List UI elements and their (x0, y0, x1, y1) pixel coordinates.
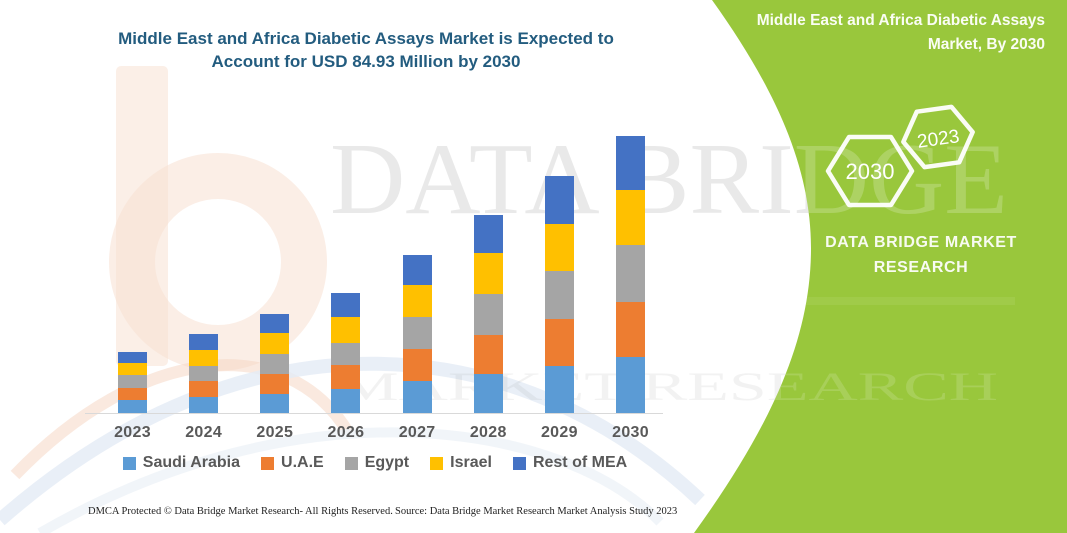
footer-source: Source: Data Bridge Market Research Mark… (395, 506, 678, 517)
watermark-blue-arc-1 (0, 356, 705, 526)
legend-swatch-u-a-e (261, 456, 275, 470)
hexagon-2030-label: 2030 (846, 159, 895, 184)
side-panel-title-line1: Middle East and Africa Diabetic Assays (756, 12, 1045, 29)
bar-segment-egypt-2026 (331, 342, 361, 366)
footer-dmca: DMCA Protected © Data Bridge Market Rese… (88, 506, 393, 517)
legend-item-u-a-e: U.A.E (261, 454, 324, 472)
bar-segment-egypt-2023 (118, 375, 147, 389)
bar-segment-saudi-arabia-2030 (616, 356, 646, 413)
legend-label-saudi-arabia: Saudi Arabia (142, 454, 241, 471)
watermark-blue-arc-2 (37, 427, 664, 533)
bar-segment-saudi-arabia-2026 (331, 389, 361, 413)
legend: Saudi Arabia U.A.E Egypt Israel Rest of MEA (85, 454, 665, 472)
watermark-stripe (755, 297, 1015, 305)
bar-segment-u-a-e-2027 (402, 348, 432, 382)
bar-segment-saudi-arabia-2028 (473, 374, 503, 413)
x-label-2027: 2027 (398, 424, 436, 441)
bar-segment-egypt-2024 (189, 366, 219, 382)
brand-line2: RESEARCH (873, 259, 969, 276)
bar-segment-israel-2027 (402, 285, 432, 318)
bar-segment-u-a-e-2030 (616, 301, 646, 357)
bar-segment-saudi-arabia-2027 (402, 381, 432, 413)
bar-segment-egypt-2030 (616, 245, 646, 302)
bar-segment-rest-of-mea-2025 (260, 313, 290, 334)
x-label-2025: 2025 (256, 424, 294, 441)
bar-segment-egypt-2025 (260, 354, 290, 374)
bar-segment-u-a-e-2024 (189, 381, 219, 398)
legend-item-egypt: Egypt (344, 454, 410, 472)
bar-segment-u-a-e-2026 (331, 365, 361, 390)
x-label-2030: 2030 (612, 424, 649, 441)
bar-segment-rest-of-mea-2024 (189, 334, 219, 350)
bar-2024 (189, 334, 219, 413)
bar-segment-israel-2023 (118, 363, 147, 376)
bar-segment-israel-2030 (616, 189, 646, 246)
bar-segment-saudi-arabia-2025 (260, 393, 290, 413)
bar-segment-u-a-e-2023 (118, 388, 147, 401)
x-label-2029: 2029 (540, 424, 578, 441)
bar-segment-rest-of-mea-2029 (544, 176, 574, 224)
bar-segment-u-a-e-2028 (473, 335, 503, 375)
legend-label-rest-of-mea: Rest of MEA (532, 454, 628, 471)
x-label-2023: 2023 (114, 424, 151, 441)
chart-title-line1: Middle East and Africa Diabetic Assays M… (118, 29, 614, 48)
legend-label-u-a-e: U.A.E (281, 454, 324, 471)
bar-segment-rest-of-mea-2026 (331, 292, 361, 318)
legend-swatch-rest-of-mea (512, 456, 526, 470)
hexagon-2023-icon (901, 104, 975, 170)
bar-segment-saudi-arabia-2023 (118, 400, 147, 413)
hexagon-2030-icon (825, 134, 915, 208)
bar-2023 (118, 351, 147, 413)
bar-segment-israel-2028 (473, 252, 503, 295)
bar-segment-rest-of-mea-2027 (402, 254, 432, 286)
bar-2028 (473, 215, 503, 413)
legend-item-saudi-arabia: Saudi Arabia (122, 454, 241, 472)
bar-segment-israel-2025 (260, 333, 290, 355)
legend-item-israel: Israel (430, 454, 492, 472)
bar-segment-saudi-arabia-2029 (544, 366, 574, 413)
legend-swatch-israel (430, 456, 444, 470)
bar-2027 (402, 254, 432, 413)
chart-title: Middle East and Africa Diabetic Assays M… (60, 27, 672, 73)
bar-segment-rest-of-mea-2030 (616, 136, 646, 190)
bar-segment-egypt-2027 (402, 317, 432, 349)
bar-2025 (260, 313, 290, 413)
brand-name: DATA BRIDGE MARKET RESEARCH (790, 230, 1052, 280)
bar-segment-rest-of-mea-2023 (118, 351, 147, 364)
side-panel-title-line2: Market, By 2030 (927, 36, 1045, 53)
side-panel-title: Middle East and Africa Diabetic Assays M… (700, 9, 1045, 57)
x-label-2024: 2024 (185, 424, 223, 441)
plot-area (85, 118, 663, 413)
legend-label-israel: Israel (450, 454, 492, 471)
brand-line1: DATA BRIDGE MARKET (825, 234, 1017, 251)
bar-segment-israel-2029 (544, 223, 574, 272)
bar-segment-saudi-arabia-2024 (189, 397, 219, 413)
bar-segment-u-a-e-2029 (544, 318, 574, 367)
x-label-2026: 2026 (327, 424, 365, 441)
bar-segment-egypt-2028 (473, 294, 503, 336)
chart-title-line2: Account for USD 84.93 Million by 2030 (211, 52, 521, 71)
bar-2030 (616, 136, 646, 413)
x-axis-baseline (85, 413, 663, 414)
bar-segment-u-a-e-2025 (260, 373, 290, 394)
bar-2026 (331, 292, 361, 413)
legend-item-rest-of-mea: Rest of MEA (512, 454, 628, 472)
bar-2029 (544, 176, 574, 413)
bar-segment-egypt-2029 (544, 271, 574, 319)
bar-segment-israel-2024 (189, 349, 219, 367)
legend-swatch-saudi-arabia (122, 456, 136, 470)
bar-segment-rest-of-mea-2028 (473, 215, 503, 253)
legend-label-egypt: Egypt (364, 454, 410, 471)
x-label-2028: 2028 (469, 424, 507, 441)
bar-segment-israel-2026 (331, 317, 361, 343)
legend-swatch-egypt (344, 456, 358, 470)
